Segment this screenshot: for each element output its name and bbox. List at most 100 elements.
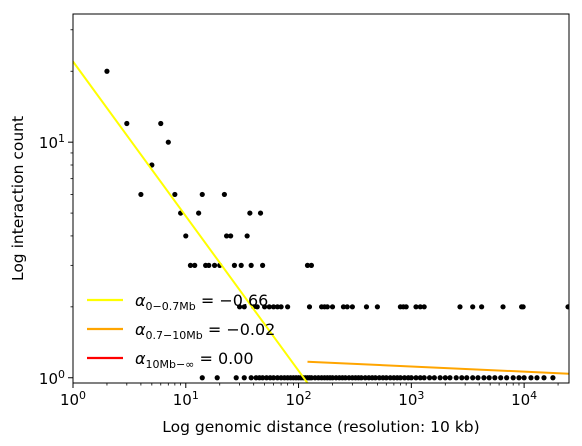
data-point	[274, 304, 281, 310]
data-point	[270, 304, 277, 310]
data-point	[231, 262, 238, 268]
data-point	[362, 375, 368, 381]
x-tick-label: 101	[173, 389, 199, 409]
data-point	[401, 375, 408, 381]
data-point	[520, 304, 526, 310]
y-axis-ticks: 100 101	[39, 29, 73, 388]
data-point	[308, 375, 315, 381]
data-point	[486, 375, 492, 381]
fit-lines	[73, 60, 569, 383]
data-point	[453, 375, 459, 381]
data-point	[285, 304, 291, 310]
data-point	[534, 375, 540, 381]
data-point	[304, 262, 311, 268]
data-point	[408, 375, 414, 381]
data-point	[397, 375, 404, 381]
legend: α0−0.7Mb = −0.66 α0.7−10Mb = −0.02 α10Mb−∞…	[87, 291, 275, 371]
data-point	[241, 375, 247, 381]
data-point	[260, 262, 266, 268]
data-point	[196, 210, 202, 216]
data-point	[541, 375, 547, 381]
data-point	[138, 191, 144, 198]
data-point	[124, 120, 130, 127]
data-point	[329, 304, 336, 310]
data-point	[262, 304, 268, 310]
data-point	[187, 262, 194, 268]
data-point	[199, 191, 205, 198]
data-point	[372, 375, 378, 381]
data-point	[403, 304, 409, 310]
data-point	[278, 304, 284, 310]
data-point	[421, 375, 427, 381]
data-point	[510, 375, 516, 381]
data-point	[550, 375, 556, 381]
y-tick-label: 101	[39, 132, 65, 152]
data-point	[257, 210, 264, 216]
data-point	[270, 375, 277, 381]
data-point	[274, 375, 281, 381]
data-point	[521, 375, 527, 381]
x-tick-label: 102	[286, 389, 312, 409]
data-point	[437, 375, 443, 381]
data-point	[358, 375, 364, 381]
data-point	[260, 375, 266, 381]
data-point	[457, 304, 463, 310]
data-point	[426, 375, 433, 381]
data-point	[528, 375, 534, 381]
data-point	[183, 233, 189, 239]
data-point	[324, 304, 330, 310]
data-point	[340, 304, 347, 310]
data-point	[206, 262, 212, 268]
data-point	[263, 375, 270, 381]
data-point	[363, 304, 370, 310]
data-point	[228, 233, 234, 239]
legend-label: α0.7−10Mb = −0.02	[135, 320, 275, 342]
data-point	[238, 262, 244, 268]
data-point	[248, 262, 254, 268]
data-point	[165, 139, 171, 145]
data-point	[104, 68, 110, 74]
data-point	[470, 304, 476, 310]
data-point	[70, 9, 75, 14]
data-point	[344, 304, 350, 310]
data-point	[516, 375, 522, 381]
data-point	[417, 304, 423, 310]
x-tick-label: 104	[511, 389, 537, 409]
data-point	[470, 375, 476, 381]
data-point	[223, 233, 230, 239]
data-point	[199, 375, 205, 381]
data-point	[211, 262, 218, 268]
x-axis-label: Log genomic distance (resolution: 10 kb)	[162, 418, 479, 436]
data-point	[498, 375, 504, 381]
data-point	[158, 120, 164, 127]
x-axis-ticks: 100 101 102 103 104	[60, 383, 559, 409]
data-point	[266, 304, 272, 310]
data-point	[172, 191, 178, 198]
data-point	[247, 210, 253, 216]
y-tick-label: 100	[39, 368, 65, 388]
data-point	[383, 375, 389, 381]
data-point	[236, 304, 243, 310]
data-point	[413, 375, 419, 381]
data-point	[342, 375, 348, 381]
data-point	[244, 233, 250, 239]
data-point	[565, 304, 569, 310]
data-point	[504, 375, 510, 381]
plot-frame	[72, 13, 570, 384]
fit-line	[73, 60, 309, 383]
data-point	[308, 262, 315, 268]
data-point	[492, 375, 498, 381]
data-point	[254, 304, 260, 310]
data-point	[481, 375, 487, 381]
data-point	[459, 375, 465, 381]
data-point	[192, 262, 198, 268]
y-axis-label: Log interaction count	[9, 116, 27, 281]
data-point	[387, 375, 393, 381]
data-point	[500, 304, 506, 310]
data-point	[447, 375, 453, 381]
data-point	[374, 304, 380, 310]
legend-label: α0−0.7Mb = −0.66	[135, 291, 268, 313]
data-point	[349, 304, 355, 310]
data-point	[306, 304, 313, 310]
